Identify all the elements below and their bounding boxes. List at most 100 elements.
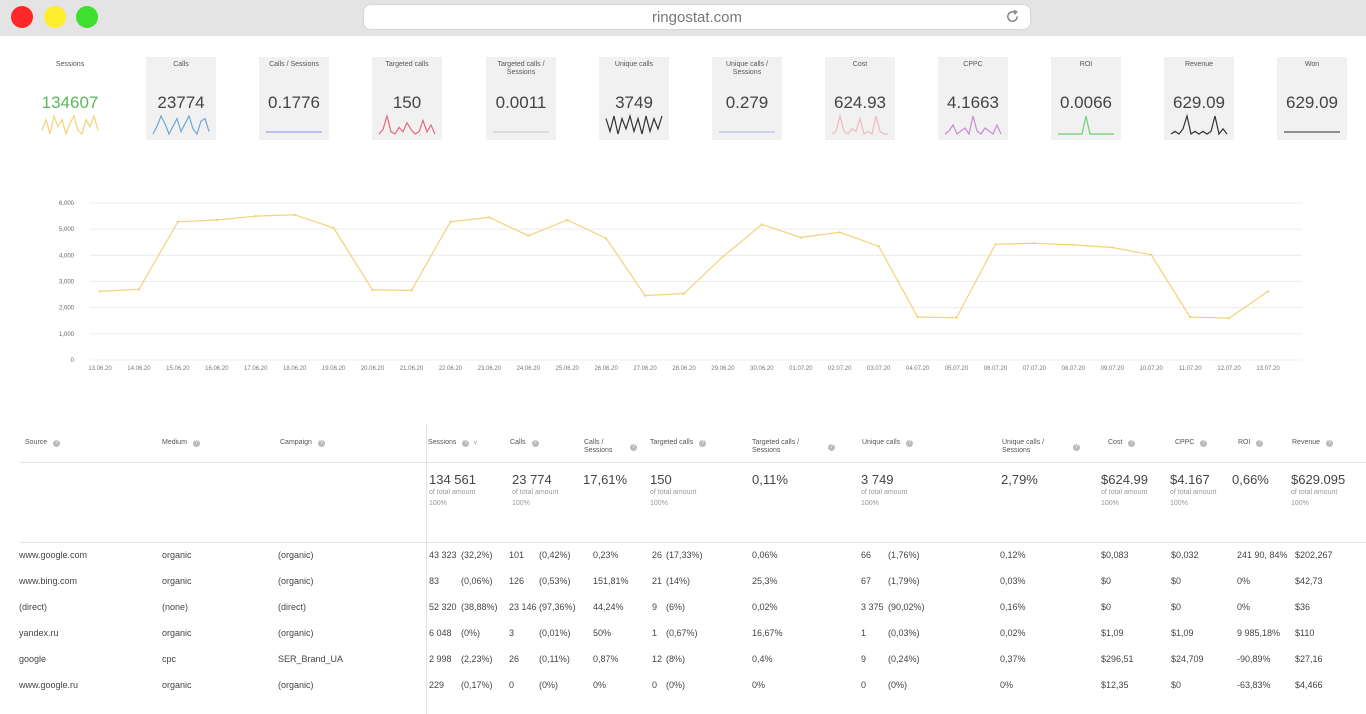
chart-data-point[interactable]: [293, 213, 296, 216]
help-icon[interactable]: ?: [1256, 439, 1264, 447]
close-window-button[interactable]: [11, 6, 33, 28]
help-icon[interactable]: ?: [531, 439, 539, 447]
help-icon[interactable]: ?: [1128, 439, 1136, 447]
kpi-card[interactable]: Targeted calls / Sessions 0.0011: [486, 57, 556, 140]
column-header[interactable]: Revenue?: [1292, 439, 1366, 448]
column-header[interactable]: Medium?: [162, 439, 252, 448]
address-bar[interactable]: ringostat.com: [364, 5, 1030, 29]
cell-roi: -90,89%: [1237, 654, 1271, 664]
column-header[interactable]: Sessions? ˅: [428, 439, 518, 448]
kpi-card[interactable]: CPPC 4.1663: [938, 57, 1008, 140]
chart-data-point[interactable]: [254, 214, 257, 218]
column-header-label: Campaign: [280, 439, 312, 446]
chart-data-point[interactable]: [371, 288, 374, 292]
kpi-card[interactable]: Revenue 629.09: [1164, 57, 1234, 140]
chart-data-point[interactable]: [1266, 290, 1270, 293]
cell-unique-pct: (1,79%): [888, 576, 920, 586]
column-header[interactable]: Source?: [25, 439, 115, 448]
cell-revenue: $110: [1295, 628, 1315, 638]
column-header[interactable]: Calls / Sessions?: [584, 439, 654, 455]
table-row[interactable]: www.google.ru organic (organic) 229 (0,17%) 0…: [0, 680, 1366, 696]
cell-roi: 241 90, 84%: [1237, 550, 1288, 560]
reload-icon[interactable]: [1005, 9, 1020, 24]
help-icon[interactable]: ?: [317, 439, 325, 447]
chart-data-point[interactable]: [1150, 253, 1153, 257]
chart-data-point[interactable]: [1227, 316, 1231, 320]
column-header[interactable]: Unique calls / Sessions?: [1002, 439, 1097, 455]
chart-data-point[interactable]: [449, 220, 452, 224]
help-icon[interactable]: ?: [906, 439, 914, 447]
help-icon[interactable]: ?: [462, 439, 470, 447]
chart-data-point[interactable]: [955, 316, 958, 319]
cell-cost: $0: [1101, 576, 1112, 586]
help-icon[interactable]: ?: [1073, 443, 1080, 451]
chart-data-point[interactable]: [838, 231, 841, 234]
column-header[interactable]: Targeted calls?: [650, 439, 750, 448]
help-icon[interactable]: ?: [1200, 439, 1208, 447]
help-icon[interactable]: ?: [192, 439, 200, 447]
cell-sessions: 52 320: [429, 602, 457, 612]
help-icon[interactable]: ?: [1326, 439, 1334, 447]
kpi-card[interactable]: Calls 23774: [146, 57, 216, 140]
chart-x-tick-label: 23.06.20: [478, 366, 502, 372]
column-header[interactable]: CPPC?: [1175, 439, 1245, 448]
kpi-sparkline-line: [41, 113, 99, 136]
table-row[interactable]: www.bing.com organic (organic) 83 (0,06%) 126…: [0, 576, 1366, 592]
minimize-window-button[interactable]: [44, 6, 66, 28]
chart-data-point[interactable]: [604, 237, 608, 240]
chart-data-point[interactable]: [98, 290, 102, 293]
chart-data-point[interactable]: [488, 216, 491, 219]
chart-data-point[interactable]: [410, 289, 413, 292]
column-header[interactable]: Calls?: [510, 439, 590, 448]
column-header[interactable]: Unique calls?: [862, 439, 962, 448]
column-header[interactable]: ROI?: [1238, 439, 1308, 448]
help-icon[interactable]: ?: [828, 443, 835, 451]
chart-data-point[interactable]: [721, 255, 725, 258]
chart-data-point[interactable]: [682, 292, 686, 295]
kpi-card[interactable]: Targeted calls 150: [372, 57, 442, 140]
column-header[interactable]: Targeted calls / Sessions?: [752, 439, 852, 455]
chart-data-point[interactable]: [877, 244, 880, 248]
kpi-card[interactable]: Unique calls / Sessions 0.279: [712, 57, 782, 140]
column-header[interactable]: Cost?: [1108, 439, 1178, 448]
kpi-card[interactable]: Sessions 134607: [35, 57, 105, 140]
maximize-window-button[interactable]: [76, 6, 98, 28]
table-row[interactable]: (direct) (none) (direct) 52 320 (38,88%) 23 1…: [0, 602, 1366, 618]
help-icon[interactable]: ?: [630, 443, 637, 451]
sort-icon[interactable]: ˅: [473, 439, 478, 447]
help-icon[interactable]: ?: [699, 439, 707, 447]
table-row[interactable]: yandex.ru organic (organic) 6 048 (0%) 3 (0,01…: [0, 628, 1366, 644]
kpi-card[interactable]: Unique calls 3749: [599, 57, 669, 140]
chart-data-point[interactable]: [527, 234, 530, 237]
chart-data-point[interactable]: [994, 243, 997, 246]
kpi-card[interactable]: Calls / Sessions 0.1776: [259, 57, 329, 140]
column-header[interactable]: Campaign?: [280, 439, 370, 448]
kpi-card[interactable]: Cost 624.93: [825, 57, 895, 140]
chart-data-point[interactable]: [760, 223, 764, 226]
cell-unique-sessions: 0,12%: [1000, 550, 1026, 560]
chart-data-point[interactable]: [643, 294, 647, 297]
kpi-value: 4.1663: [947, 93, 999, 112]
chart-data-point[interactable]: [176, 220, 180, 224]
chart-data-point[interactable]: [1111, 246, 1114, 249]
total-share: of total amount 100%: [1291, 489, 1338, 507]
cell-calls-sessions: 44,24%: [593, 602, 624, 612]
chart-data-point[interactable]: [566, 218, 569, 222]
kpi-card[interactable]: ROI 0.0066: [1051, 57, 1121, 140]
table-row[interactable]: google cpc SER_Brand_UA 2 998 (2,23%) 26 (0,11…: [0, 654, 1366, 670]
chart-data-point[interactable]: [1033, 242, 1036, 245]
kpi-card[interactable]: Won 629.09: [1277, 57, 1347, 140]
chart-data-point[interactable]: [916, 315, 919, 319]
chart-data-point[interactable]: [215, 218, 218, 222]
chart-data-point[interactable]: [799, 236, 802, 239]
table-row[interactable]: www.google.com organic (organic) 43 323 (32,…: [0, 550, 1366, 566]
chart-data-point[interactable]: [137, 288, 141, 291]
chart-data-point[interactable]: [332, 226, 335, 230]
total-value: 23 774: [512, 472, 552, 487]
cell-targeted-sessions: 16,67%: [752, 628, 783, 638]
column-header-label: Unique calls: [862, 439, 901, 446]
chart-data-point[interactable]: [1072, 243, 1075, 247]
chart-data-point[interactable]: [1188, 315, 1192, 319]
kpi-sparkline-line: [378, 113, 436, 135]
help-icon[interactable]: ?: [53, 439, 61, 447]
